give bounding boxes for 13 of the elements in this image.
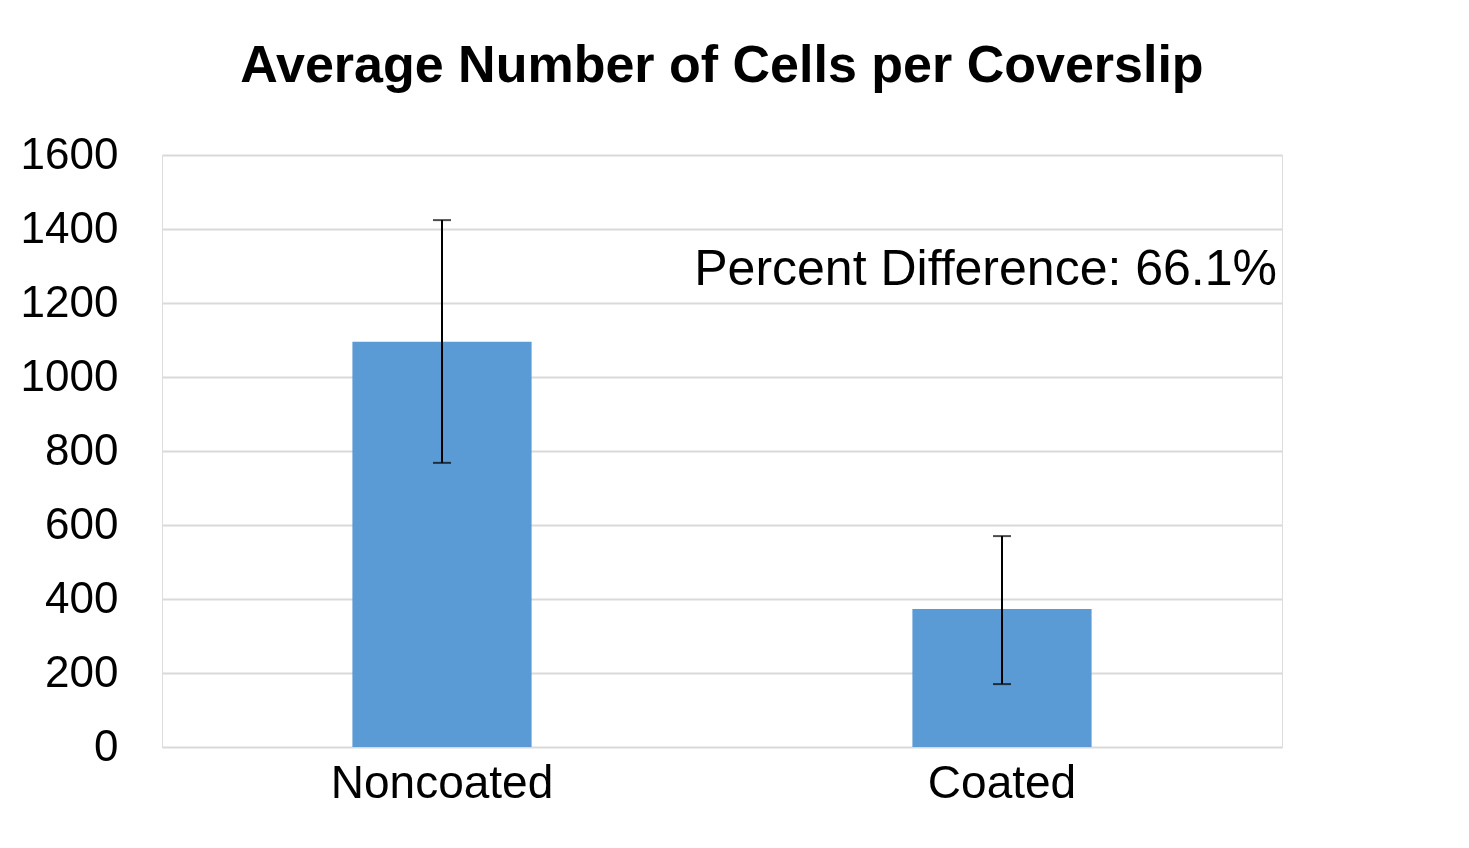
y-tick-label: 400 (45, 572, 119, 622)
y-tick-label: 200 (45, 646, 119, 696)
y-tick-label: 1200 (20, 276, 119, 326)
y-tick-label: 1000 (20, 350, 119, 400)
annotation: Percent Difference: 66.1% (694, 240, 1277, 296)
y-tick-label: 1400 (20, 202, 119, 252)
y-tick-label: 1600 (20, 128, 119, 178)
y-tick-label: 600 (45, 498, 119, 548)
y-tick-label: 800 (45, 424, 119, 474)
chart-title: Average Number of Cells per Coverslip (240, 35, 1204, 93)
y-tick-label: 0 (94, 720, 119, 770)
x-tick-label: Noncoated (330, 755, 554, 808)
x-tick-label: Coated (927, 755, 1077, 808)
